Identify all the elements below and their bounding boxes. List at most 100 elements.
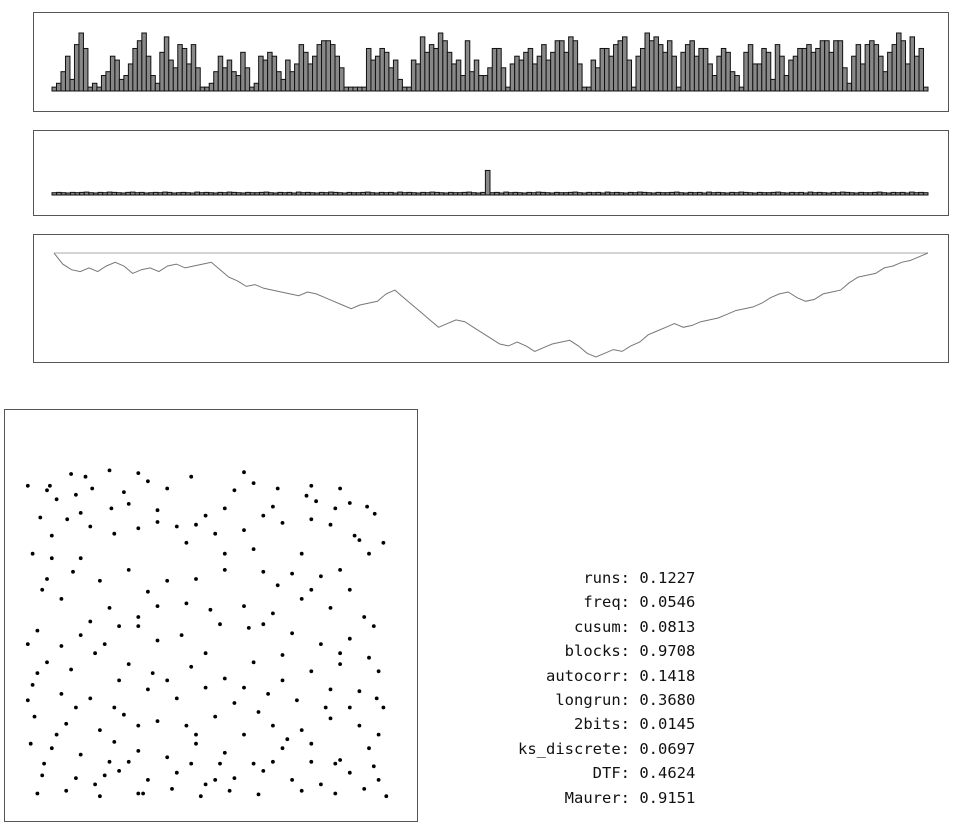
spectrum-bar	[503, 191, 509, 196]
scatter-point	[328, 522, 333, 527]
spectrum-bar	[134, 192, 141, 196]
histogram-bar	[222, 67, 228, 92]
scatter-point	[362, 615, 367, 619]
histogram-bar	[91, 82, 98, 92]
histogram-bar	[64, 55, 71, 92]
spectrum-bar	[526, 191, 532, 196]
spectrum-bar	[226, 191, 233, 196]
scatter-point	[242, 470, 246, 475]
histogram-bar	[815, 47, 821, 92]
scatter-point	[319, 574, 323, 579]
scatter-point	[280, 653, 285, 657]
histogram-bar	[213, 71, 219, 92]
histogram-bar	[770, 78, 776, 92]
spectrum-bar	[406, 191, 413, 196]
test-results-list: runs: 0.1227 freq: 0.0546 cusum: 0.0813 blo…	[440, 566, 700, 810]
spectrum-bar	[337, 192, 343, 196]
scatter-point	[136, 723, 141, 728]
scatter-point	[203, 513, 208, 518]
histogram-panel	[33, 12, 949, 112]
scatter-point	[155, 604, 160, 608]
spectrum-bar	[655, 191, 662, 196]
scatter-point	[107, 759, 112, 764]
spectrum-bar	[710, 192, 717, 196]
stat-name: freq:	[583, 593, 630, 612]
spectrum-bar	[397, 191, 403, 196]
spectrum-bar	[715, 191, 722, 196]
scatter-point	[376, 669, 381, 674]
scatter-point	[242, 732, 246, 737]
histogram-bar	[810, 51, 817, 92]
spectrum-bar	[544, 192, 551, 196]
histogram-bar	[415, 63, 421, 92]
scatter-point	[189, 474, 194, 479]
spectrum-bar	[263, 191, 270, 196]
stat-value: 0.0697	[630, 739, 696, 758]
spectrum-bar	[300, 192, 307, 196]
scatter-point	[328, 606, 333, 610]
histogram-bar	[648, 40, 655, 92]
scatter-point	[271, 723, 275, 728]
histogram-bar	[765, 51, 772, 92]
histogram-bar	[401, 86, 408, 92]
scatter-point	[222, 676, 227, 681]
spectrum-bar	[660, 192, 666, 196]
spectrum-panel	[33, 130, 949, 216]
spectrum-bar	[222, 192, 228, 196]
scatter-point	[367, 655, 371, 660]
histogram-bar	[312, 55, 318, 92]
spectrum-bar	[351, 192, 357, 196]
spectrum-bar	[166, 191, 173, 196]
histogram-bar	[716, 55, 722, 92]
histogram-bar	[428, 44, 435, 92]
spectrum-bar	[752, 192, 758, 196]
histogram-bar	[388, 67, 394, 92]
spectrum-bar	[701, 192, 708, 196]
histogram-bar	[145, 55, 152, 92]
scatter-point	[347, 705, 352, 710]
stat-value: 0.0145	[630, 715, 696, 734]
histogram-bar	[698, 47, 704, 92]
histogram-bar	[882, 71, 889, 92]
scatter-point	[242, 685, 246, 690]
stat-row: Maurer: 0.9151	[440, 786, 700, 810]
scatter-point	[78, 511, 83, 515]
stat-value: 0.1227	[630, 569, 696, 587]
spectrum-bar	[807, 191, 814, 196]
scatter-point	[357, 723, 362, 728]
spectrum-bar	[120, 192, 127, 196]
histogram-bar	[590, 59, 597, 92]
spectrum-bar	[563, 192, 569, 196]
spectrum-bar	[111, 191, 118, 196]
histogram-bar	[891, 44, 898, 92]
histogram-bar	[702, 47, 709, 92]
histogram-bar	[365, 47, 372, 92]
histogram-bar	[761, 47, 767, 92]
scatter-point	[198, 794, 203, 799]
histogram-bar	[671, 55, 677, 92]
histogram-bar	[150, 75, 156, 92]
scatter-point	[136, 749, 141, 753]
scatter-point	[38, 515, 43, 520]
spectrum-bar	[904, 192, 911, 196]
spectrum-bar	[641, 191, 648, 196]
scatter-point	[155, 719, 160, 723]
scatter-point	[384, 794, 389, 799]
scatter-point	[35, 628, 40, 633]
histogram-bar	[383, 51, 390, 92]
histogram-bar	[500, 67, 507, 92]
scatter-point	[295, 698, 299, 703]
spectrum-bar	[724, 192, 731, 196]
scatter-point	[45, 660, 49, 665]
scatter-point	[78, 633, 83, 637]
histogram-chart	[51, 32, 929, 92]
histogram-bar	[258, 55, 264, 92]
scatter-point	[376, 732, 381, 737]
scatter-point	[155, 508, 160, 513]
histogram-bar	[127, 63, 134, 92]
histogram-bar	[622, 36, 628, 92]
histogram-bar	[109, 55, 116, 92]
scatter-point	[372, 511, 377, 516]
spectrum-bar	[291, 192, 297, 196]
scatter-point	[333, 761, 338, 766]
